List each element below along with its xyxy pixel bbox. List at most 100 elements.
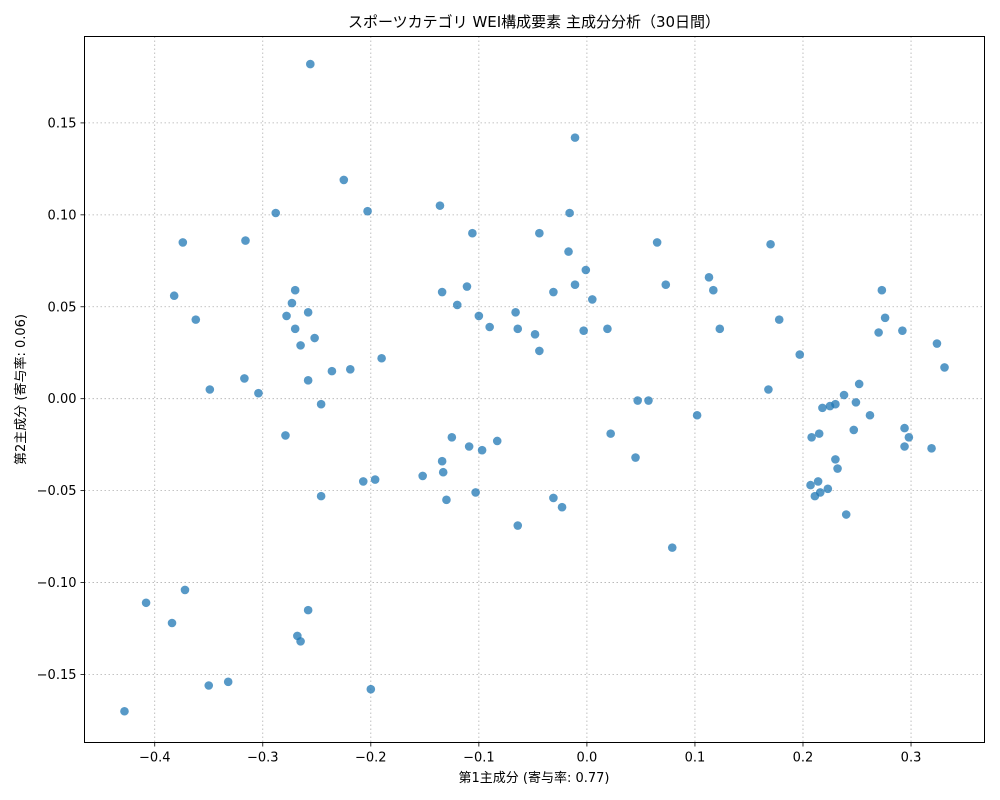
data-point (282, 311, 291, 321)
data-point (900, 423, 909, 433)
grid-lines (84, 36, 985, 743)
data-point (549, 493, 558, 503)
data-point (462, 282, 472, 291)
data-point (204, 681, 214, 690)
data-point (806, 480, 815, 490)
y-tick-label: 0.05 (48, 300, 77, 315)
data-point (223, 677, 233, 687)
data-point (535, 346, 544, 356)
y-tick-label: 0.15 (48, 116, 77, 131)
x-tick-label: −0.1 (463, 751, 495, 766)
data-point (831, 455, 840, 464)
data-point (303, 605, 313, 615)
data-point (570, 133, 580, 142)
data-point (549, 287, 558, 297)
data-point (766, 239, 775, 249)
data-point (370, 475, 380, 484)
data-point (880, 313, 890, 323)
data-point (474, 311, 484, 321)
data-point (927, 444, 936, 453)
data-point (644, 396, 653, 405)
data-point (363, 206, 372, 216)
y-tick-label: −0.10 (37, 576, 77, 591)
data-point (579, 326, 588, 335)
data-point (471, 488, 480, 497)
data-point (633, 396, 642, 405)
data-point (366, 684, 376, 694)
data-point (940, 363, 949, 372)
x-tick-label: 0.2 (793, 751, 814, 766)
data-point (468, 228, 477, 238)
data-point (310, 333, 319, 343)
data-point (513, 521, 523, 530)
data-point (345, 364, 355, 374)
data-point (564, 247, 573, 256)
y-tick-label: 0.10 (48, 208, 77, 223)
chart-title: スポーツカテゴリ WEI構成要素 主成分分析（30日間） (348, 13, 720, 31)
data-point (764, 385, 773, 394)
data-point (557, 502, 567, 512)
data-point (358, 477, 368, 486)
x-tick-label: 0.3 (901, 751, 922, 766)
data-point (438, 467, 448, 477)
data-point (570, 280, 580, 290)
data-point (418, 471, 427, 481)
data-point (581, 265, 591, 275)
data-point (485, 322, 494, 332)
y-tick-label: −0.05 (37, 484, 77, 499)
data-point (661, 280, 671, 290)
y-tick-label: −0.15 (37, 668, 77, 683)
y-tick-label: 0.00 (48, 392, 77, 407)
x-tick-label: −0.3 (247, 751, 279, 766)
data-point (452, 300, 462, 310)
data-point (281, 431, 290, 440)
data-point (316, 399, 326, 409)
data-point (818, 403, 827, 413)
data-point (900, 442, 909, 451)
data-point (774, 315, 784, 324)
data-point (841, 510, 851, 519)
data-point (652, 238, 662, 247)
x-axis-ticks: −0.4 −0.3 −0.2 −0.1 0.0 0.1 0.2 0.3 (139, 742, 922, 766)
data-point (435, 201, 445, 210)
data-point (339, 175, 349, 185)
data-point (715, 324, 725, 334)
data-point (377, 353, 386, 363)
x-axis-label: 第1主成分 (寄与率: 0.77) (458, 770, 609, 786)
data-point (831, 399, 840, 409)
data-point (141, 598, 151, 608)
data-point (287, 298, 297, 308)
data-point (865, 410, 875, 420)
data-point (603, 324, 612, 334)
data-point (513, 324, 523, 334)
data-point (464, 442, 474, 451)
data-point (306, 59, 315, 69)
y-axis-ticks: −0.15 −0.10 −0.05 0.00 0.05 0.10 0.15 (37, 116, 85, 683)
data-point (807, 433, 816, 442)
plot-area-frame (84, 36, 985, 743)
data-point (511, 307, 520, 317)
data-point (932, 339, 942, 348)
data-point (327, 366, 337, 376)
data-point (849, 425, 859, 435)
x-tick-label: −0.4 (139, 751, 171, 766)
data-point (477, 445, 487, 455)
data-point (535, 228, 544, 238)
data-point (588, 295, 597, 304)
x-tick-label: −0.2 (355, 751, 387, 766)
data-point (692, 410, 702, 420)
data-point (169, 291, 179, 301)
data-point (874, 328, 883, 337)
data-point (437, 287, 447, 297)
data-point (178, 238, 188, 247)
data-point (442, 495, 451, 505)
data-point (606, 429, 615, 438)
data-point (854, 379, 864, 389)
data-point (877, 285, 887, 295)
data-point (447, 433, 457, 442)
data-point (492, 436, 502, 446)
data-point (254, 388, 263, 398)
data-point (316, 491, 326, 501)
x-tick-label: 0.0 (577, 751, 598, 766)
